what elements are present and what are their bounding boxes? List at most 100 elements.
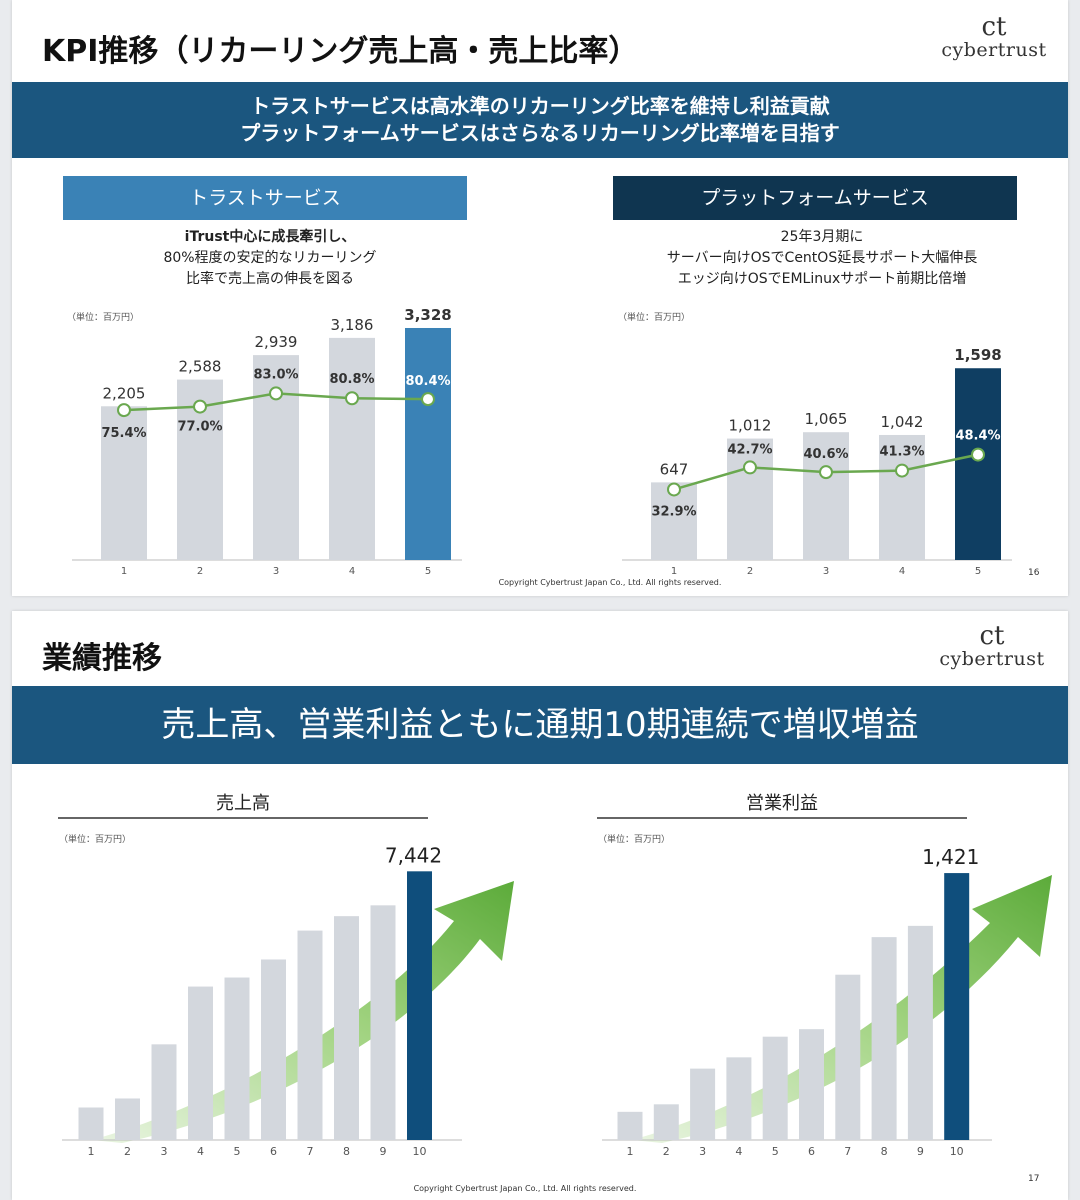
ratio-point	[819, 465, 833, 480]
slide2-banner: 売上高、営業利益ともに通期10期連続で増収増益	[12, 686, 1068, 764]
value-label: 2,939	[255, 333, 298, 351]
bar	[871, 937, 897, 1140]
ratio-label: 80.4%	[405, 374, 450, 389]
ratio-label: 80.8%	[329, 372, 374, 387]
desc-line: iTrust中心に成長牽引し、	[184, 229, 356, 245]
x-tick-label: 5	[425, 566, 431, 577]
sales-header: 売上高	[216, 793, 270, 814]
bar	[151, 1044, 177, 1140]
slide1-page-number: 16	[1028, 568, 1040, 578]
cybertrust-logo: ct cybertrust	[932, 623, 1052, 669]
value-label: 1,065	[805, 410, 848, 428]
platform-service-header: プラットフォームサービス	[613, 176, 1017, 220]
x-tick-label: 1	[121, 566, 127, 577]
ratio-label: 48.4%	[955, 429, 1000, 444]
bar	[762, 1036, 788, 1140]
platform-unit-label: （単位：百万円）	[618, 313, 691, 323]
bar	[405, 327, 451, 560]
bar	[835, 974, 861, 1140]
x-tick-label: 3	[699, 1145, 706, 1158]
x-tick-label: 1	[627, 1145, 634, 1158]
sales-chart: 1 2 3 4 5 6 7 8 9 7,442 10	[62, 843, 514, 1158]
x-tick-label: 6	[270, 1145, 277, 1158]
x-tick-label: 5	[772, 1145, 779, 1158]
cybertrust-logo: ct cybertrust	[934, 14, 1054, 60]
value-label: 1,421	[922, 845, 979, 869]
ratio-point	[193, 399, 207, 414]
operating-profit-header: 営業利益	[746, 793, 818, 814]
value-label: 3,186	[331, 316, 374, 334]
bar	[297, 930, 323, 1140]
trust-service-chart: 2,205 1 2,588 2 2,939 3 3,186 4 3,328 5 75.4% 77.0%…	[72, 306, 462, 577]
value-label: 1,042	[881, 413, 924, 431]
growth-arrow-icon	[92, 881, 514, 1143]
x-tick-label: 3	[273, 566, 279, 577]
x-tick-label: 8	[343, 1145, 350, 1158]
logo-mark: ct	[981, 12, 1007, 42]
bar	[690, 1068, 716, 1140]
bar	[799, 1029, 824, 1140]
ratio-label: 77.0%	[177, 420, 222, 435]
x-tick-label: 3	[823, 566, 829, 577]
x-tick-label: 4	[349, 566, 355, 577]
x-tick-label: 3	[161, 1145, 168, 1158]
slide2-title: 業績推移	[42, 641, 162, 676]
slide1-banner: トラストサービスは高水準のリカーリング比率を維持し利益貢献 プラットフォームサー…	[12, 82, 1068, 158]
bar	[907, 925, 933, 1140]
x-tick-label: 2	[747, 566, 753, 577]
bar	[188, 986, 213, 1140]
ratio-label: 42.7%	[727, 442, 772, 457]
bar	[727, 438, 773, 560]
ratio-point	[345, 391, 359, 406]
platform-service-description: 25年3月期に サーバー向けOSでCentOS延長サポート大幅伸長 エッジ向けO…	[602, 227, 1042, 290]
ratio-point	[895, 463, 909, 478]
bar	[329, 337, 375, 560]
bar	[407, 871, 432, 1140]
value-label: 2,205	[103, 384, 146, 402]
slide-performance: 業績推移 ct cybertrust 売上高、営業利益ともに通期10期連続で増収…	[12, 611, 1068, 1200]
bar	[101, 406, 147, 560]
ratio-point	[971, 447, 985, 462]
value-label: 7,442	[385, 843, 442, 867]
value-label: 3,328	[404, 306, 451, 324]
value-label: 1,598	[954, 346, 1001, 364]
ratio-point	[667, 482, 681, 497]
logo-wordmark: cybertrust	[941, 39, 1047, 61]
operating-profit-unit-label: （単位：百万円）	[598, 835, 671, 845]
slide-kpi: KPI推移（リカーリング売上高・売上比率） ct cybertrust トラスト…	[12, 0, 1068, 596]
logo-mark: ct	[979, 621, 1005, 651]
value-label: 1,012	[729, 417, 772, 435]
value-label: 647	[660, 460, 689, 478]
bar	[115, 1098, 140, 1140]
desc-line: エッジ向けOSでEMLinuxサポート前期比倍増	[677, 271, 967, 287]
desc-line: 80%程度の安定的なリカーリング	[163, 250, 377, 266]
bar	[653, 1104, 679, 1140]
x-tick-label: 9	[917, 1145, 924, 1158]
x-tick-label: 1	[88, 1145, 95, 1158]
desc-line: 25年3月期に	[780, 229, 864, 245]
bar	[803, 432, 849, 560]
sales-header-underline	[58, 817, 428, 819]
trust-unit-label: （単位：百万円）	[67, 313, 140, 323]
x-tick-label: 10	[950, 1145, 964, 1158]
logo-wordmark: cybertrust	[939, 648, 1045, 670]
bar	[617, 1111, 643, 1140]
desc-line: サーバー向けOSでCentOS延長サポート大幅伸長	[666, 250, 978, 266]
bar	[879, 434, 925, 560]
bar	[370, 905, 396, 1140]
x-tick-label: 4	[735, 1145, 742, 1158]
trust-service-header: トラストサービス	[63, 176, 467, 220]
x-tick-label: 5	[234, 1145, 241, 1158]
x-tick-label: 4	[197, 1145, 204, 1158]
ratio-point	[269, 386, 283, 401]
ratio-label: 32.9%	[651, 504, 696, 519]
value-label: 2,588	[179, 358, 222, 376]
ratio-label: 75.4%	[101, 426, 146, 441]
bar	[78, 1107, 104, 1140]
platform-service-chart: 647 1 1,012 2 1,065 3 1,042 4 1,598 5 32.9% 42.7% 40…	[622, 346, 1012, 577]
banner-line-1: トラストサービスは高水準のリカーリング比率を維持し利益貢献	[250, 94, 830, 118]
x-tick-label: 6	[808, 1145, 815, 1158]
slide2-copyright: Copyright Cybertrust Japan Co., Ltd. All…	[413, 1184, 637, 1193]
banner-line-2: プラットフォームサービスはさらなるリカーリング比率増を目指す	[240, 121, 840, 145]
slide1-copyright: Copyright Cybertrust Japan Co., Ltd. All…	[498, 578, 722, 587]
